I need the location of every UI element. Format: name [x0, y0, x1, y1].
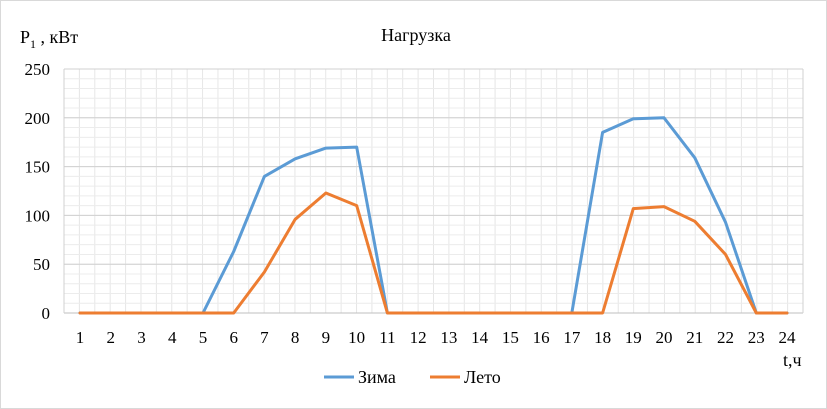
- x-tick-label: 6: [229, 328, 238, 347]
- x-tick-label: 15: [502, 328, 519, 347]
- series-lines: [78, 116, 789, 315]
- x-tick-labels: 1 2 3 4 5 6 7 8 9 10 11 12 13 14 15 16 17 18 19 20 21 22 23 24: [76, 328, 796, 347]
- x-axis-label: t,ч: [783, 350, 802, 370]
- y-tick-label: 150: [25, 158, 51, 177]
- y-tick-labels: 0 50 100 150 200 250: [25, 60, 51, 323]
- x-tick-label: 10: [348, 328, 365, 347]
- y-axis-label-unit: , кВт: [36, 27, 78, 47]
- legend-label-winter: Зима: [358, 367, 396, 387]
- grid: [63, 68, 804, 314]
- x-tick-label: 1: [76, 328, 85, 347]
- x-tick-label: 22: [717, 328, 734, 347]
- x-tick-label: 20: [656, 328, 673, 347]
- x-tick-label: 8: [291, 328, 300, 347]
- x-tick-label: 12: [410, 328, 427, 347]
- y-tick-label: 200: [25, 109, 51, 128]
- x-tick-label: 17: [563, 328, 581, 347]
- x-tick-label: 9: [322, 328, 331, 347]
- y-tick-label: 0: [42, 304, 51, 323]
- y-tick-label: 50: [33, 255, 50, 274]
- x-tick-label: 11: [379, 328, 395, 347]
- chart-title: Нагрузка: [381, 25, 451, 45]
- series-line-summer: [78, 191, 789, 315]
- legend: Зима Лето: [324, 367, 501, 387]
- x-tick-label: 5: [199, 328, 208, 347]
- y-axis-label-subscript: 1: [30, 37, 36, 51]
- x-tick-label: 23: [748, 328, 765, 347]
- x-tick-label: 2: [106, 328, 115, 347]
- y-tick-label: 100: [25, 206, 51, 225]
- y-axis-label: P1 , кВт: [20, 27, 78, 51]
- x-tick-label: 7: [260, 328, 269, 347]
- x-tick-label: 14: [471, 328, 489, 347]
- x-tick-label: 19: [625, 328, 642, 347]
- legend-label-summer: Лето: [464, 367, 501, 387]
- x-tick-label: 21: [686, 328, 703, 347]
- y-axis-label-main: P: [20, 27, 30, 47]
- x-tick-label: 24: [779, 328, 797, 347]
- x-tick-label: 16: [533, 328, 550, 347]
- x-tick-label: 3: [137, 328, 146, 347]
- y-tick-label: 250: [25, 60, 51, 79]
- x-tick-label: 4: [168, 328, 177, 347]
- x-tick-label: 13: [440, 328, 457, 347]
- x-tick-label: 18: [594, 328, 611, 347]
